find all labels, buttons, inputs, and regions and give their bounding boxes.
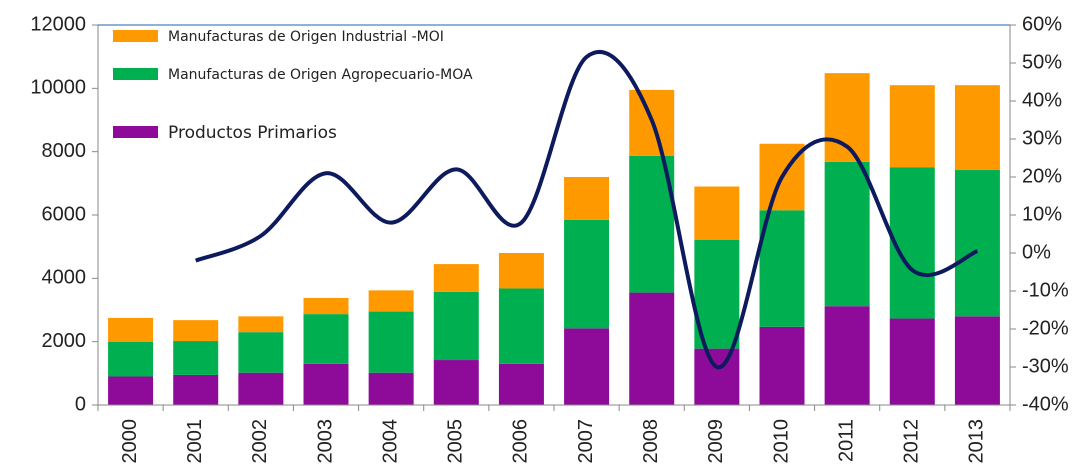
bar-segment [433, 360, 479, 405]
y2-tick-label: 60% [1022, 13, 1062, 35]
bar-segment [303, 363, 349, 405]
y2-tick-label: -20% [1022, 317, 1069, 339]
bar-segment [694, 186, 740, 240]
y2-tick-label: -30% [1022, 355, 1069, 377]
x-tick-label: 2002 [249, 419, 271, 464]
bar-segment [824, 161, 870, 307]
bar-segment [108, 317, 154, 342]
y2-tick-label: 10% [1022, 203, 1062, 225]
bar-segment [368, 311, 414, 373]
bar-segment [173, 374, 219, 405]
x-tick-label: 2000 [119, 419, 141, 464]
x-tick-label: 2003 [314, 419, 336, 464]
x-tick-label: 2010 [770, 419, 792, 464]
legend-background [105, 26, 510, 154]
bar-segment [368, 290, 414, 312]
y2-tick-label: -10% [1022, 279, 1069, 301]
bar-segment [564, 219, 610, 329]
y2-tick-label: 0% [1022, 241, 1051, 263]
legend-label: Manufacturas de Origen Industrial -MOI [168, 29, 444, 45]
x-tick-label: 2009 [705, 419, 727, 464]
growth-line [195, 49, 979, 370]
x-tick-label: 2013 [966, 419, 988, 464]
y2-tick-label: 30% [1022, 127, 1062, 149]
y-tick-label: 6000 [42, 203, 87, 225]
bar-segment [564, 328, 610, 405]
bar-segment [954, 170, 1000, 317]
bar-segment [498, 363, 544, 405]
y2-tick-label: -40% [1022, 393, 1069, 415]
bar-segment [824, 306, 870, 405]
bar-segment [368, 372, 414, 405]
legend-swatch [113, 68, 158, 80]
legend-label: Manufacturas de Origen Agropecuario-MOA [168, 67, 473, 83]
x-tick-label: 2007 [575, 419, 597, 464]
legend-swatch [113, 126, 158, 138]
bar-segment [759, 210, 805, 327]
bar-segment [433, 264, 479, 292]
bar-segment [889, 167, 935, 319]
y2-tick-label: 40% [1022, 89, 1062, 111]
y-tick-label: 10000 [30, 77, 86, 99]
x-tick-label: 2004 [379, 419, 401, 464]
bar-segment [238, 332, 284, 373]
x-tick-label: 2001 [184, 419, 206, 464]
bar-segment [694, 348, 740, 405]
bar-segment [433, 291, 479, 361]
y-tick-label: 4000 [42, 267, 87, 289]
bar-segment [498, 253, 544, 289]
x-tick-label: 2005 [445, 419, 467, 464]
x-tick-label: 2011 [835, 419, 857, 462]
x-tick-label: 2012 [901, 419, 923, 464]
y2-tick-label: 20% [1022, 165, 1062, 187]
bar-segment [108, 376, 154, 405]
legend-label: Productos Primarios [168, 123, 337, 143]
bar-segment [954, 85, 1000, 171]
bar-segment [238, 316, 284, 333]
legend-swatch [113, 30, 158, 42]
bar-segment [629, 292, 675, 405]
bar-segment [303, 314, 349, 364]
y-tick-label: 2000 [42, 330, 87, 352]
y-tick-label: 12000 [30, 13, 86, 35]
bar-segment [564, 177, 610, 220]
bar-segment [498, 288, 544, 364]
bar-segment [108, 341, 154, 377]
bar-segment [889, 85, 935, 168]
bar-segment [889, 318, 935, 405]
x-tick-label: 2006 [510, 419, 532, 464]
bar-segment [303, 297, 349, 315]
bar-segment [173, 320, 219, 342]
bar-segment [173, 341, 219, 375]
bar-segment [759, 326, 805, 405]
bar-segment [954, 316, 1000, 405]
x-tick-label: 2008 [640, 419, 662, 464]
bar-segment [238, 372, 284, 405]
y-tick-label: 8000 [42, 140, 87, 162]
y-tick-label: 0 [75, 393, 86, 415]
y2-tick-label: 50% [1022, 51, 1062, 73]
bars [108, 73, 1000, 405]
